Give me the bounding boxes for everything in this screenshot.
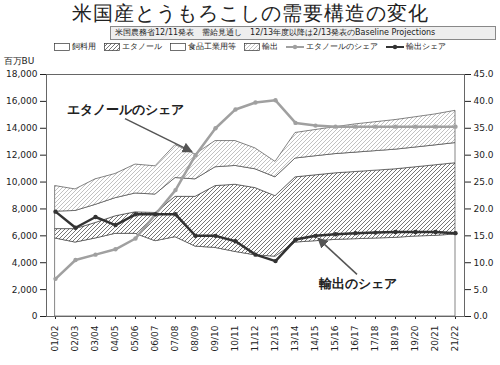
svg-text:04/05: 04/05 xyxy=(110,326,120,352)
html-text:エタノール: エタノール xyxy=(122,42,162,51)
svg-text:4,000: 4,000 xyxy=(12,258,38,268)
svg-text:20.0: 20.0 xyxy=(474,204,494,214)
html-text:米国農務省12/11発表 需給見通し 12/13年度以降は2: 米国農務省12/11発表 需給見通し 12/13年度以降は2/13発表のBase… xyxy=(115,28,436,37)
svg-text:21/22: 21/22 xyxy=(450,326,460,352)
svg-text:6,000: 6,000 xyxy=(12,231,38,241)
svg-text:5.0: 5.0 xyxy=(474,284,489,294)
svg-text:16/17: 16/17 xyxy=(350,326,360,352)
svg-text:14/15: 14/15 xyxy=(310,326,320,352)
svg-text:07/08: 07/08 xyxy=(170,325,180,351)
svg-text:30.0: 30.0 xyxy=(474,150,494,160)
svg-text:40.0: 40.0 xyxy=(474,96,494,106)
html-text:エタノールのシェア: エタノールのシェア xyxy=(306,42,378,51)
html-text:米国産とうもろこしの需要構造の変化: 米国産とうもろこしの需要構造の変化 xyxy=(71,1,429,25)
svg-text:輸出のシェア: 輸出のシェア xyxy=(318,276,397,291)
svg-text:18,000: 18,000 xyxy=(6,69,38,79)
svg-text:エタノールのシェア: エタノールのシェア xyxy=(67,102,184,117)
svg-text:35.0: 35.0 xyxy=(474,123,494,133)
html-text:飼料用: 飼料用 xyxy=(72,42,96,51)
svg-text:10,000: 10,000 xyxy=(6,177,38,187)
svg-text:05/06: 05/06 xyxy=(130,325,140,351)
svg-text:14,000: 14,000 xyxy=(6,123,38,133)
svg-text:15/16: 15/16 xyxy=(330,325,340,351)
svg-text:17/18: 17/18 xyxy=(370,325,380,351)
svg-text:8,000: 8,000 xyxy=(12,204,38,214)
svg-text:01/02: 01/02 xyxy=(50,326,60,352)
svg-text:0.0: 0.0 xyxy=(474,311,489,321)
svg-text:20/21: 20/21 xyxy=(430,326,440,352)
svg-text:10.0: 10.0 xyxy=(474,258,494,268)
svg-text:12/13: 12/13 xyxy=(270,326,280,352)
svg-text:12,000: 12,000 xyxy=(6,150,38,160)
svg-text:19/20: 19/20 xyxy=(410,325,420,351)
svg-text:18/19: 18/19 xyxy=(390,325,400,351)
svg-text:06/07: 06/07 xyxy=(150,326,160,352)
svg-text:13/14: 13/14 xyxy=(290,325,300,351)
svg-text:百万BU: 百万BU xyxy=(4,56,35,66)
html-text:食品工業用等: 食品工業用等 xyxy=(188,42,236,51)
svg-text:03/04: 03/04 xyxy=(90,325,100,351)
svg-text:02/03: 02/03 xyxy=(70,326,80,352)
svg-text:09/10: 09/10 xyxy=(210,325,220,351)
svg-text:45.0: 45.0 xyxy=(474,69,494,79)
svg-text:25.0: 25.0 xyxy=(474,177,494,187)
html-text:輸出: 輸出 xyxy=(262,42,278,51)
svg-text:15.0: 15.0 xyxy=(474,231,494,241)
svg-text:16,000: 16,000 xyxy=(6,96,38,106)
svg-text:10/11: 10/11 xyxy=(230,326,240,352)
svg-text:11/12: 11/12 xyxy=(250,326,260,352)
svg-text:2,000: 2,000 xyxy=(12,284,38,294)
html-text:輸出シェア: 輸出シェア xyxy=(406,42,446,51)
svg-text:0: 0 xyxy=(32,311,38,321)
svg-text:08/09: 08/09 xyxy=(190,325,200,351)
